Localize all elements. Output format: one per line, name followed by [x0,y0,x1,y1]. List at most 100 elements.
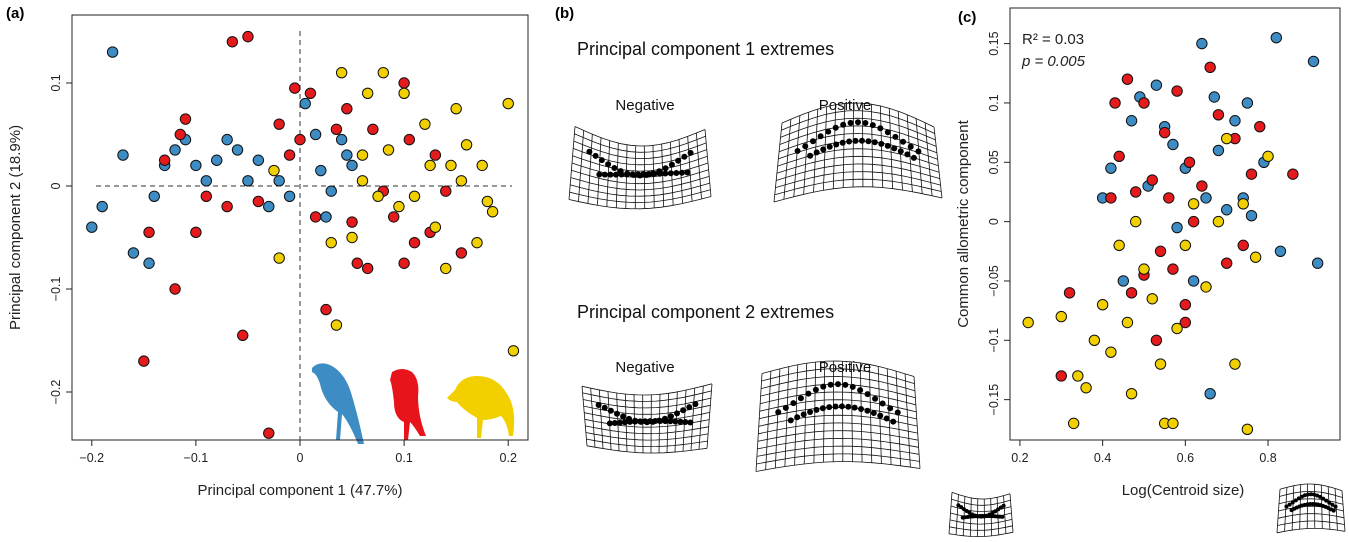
grid-line-illustration [760,392,916,405]
point [1168,139,1178,149]
x-axis-label: Principal component 1 (47.7%) [197,482,402,499]
landmark [840,140,846,146]
landmark [898,148,904,154]
point [1147,294,1157,304]
grid-line-illustration [1280,484,1342,491]
point [1180,300,1190,310]
landmark [679,170,685,176]
point [201,191,211,201]
landmark [862,120,868,126]
point [1221,258,1231,268]
landmark [685,170,691,176]
y-tick-label: −0.2 [49,380,63,405]
point [1056,371,1066,381]
grid-line-illustration [784,119,791,199]
annotation: p = 0.005 [1021,53,1086,70]
landmark [842,382,848,388]
landmark [611,165,617,171]
landmark [818,133,824,139]
point [399,88,409,98]
landmark [828,382,834,388]
point [1213,145,1223,155]
bird-red [390,369,426,440]
point [1213,216,1223,226]
point [1114,240,1124,250]
point [1180,240,1190,250]
point [342,150,352,160]
point [159,155,169,165]
point [383,145,393,155]
landmark [807,409,813,415]
point [1263,151,1273,161]
point [232,145,242,155]
landmark [795,148,801,154]
point [1197,181,1207,191]
landmark [872,139,878,145]
landmark [820,405,826,411]
point [456,176,466,186]
landmark [1334,505,1338,509]
landmark [890,419,896,425]
y-tick-label: −0.05 [987,265,1001,297]
point [118,150,128,160]
point [430,222,440,232]
landmark [788,417,794,423]
point [357,150,367,160]
point [212,155,222,165]
point [1246,210,1256,220]
landmark [807,153,813,159]
page: {"chart_data":[ {"type":"scatter","panel… [0,0,1349,542]
point [274,253,284,263]
point [1106,163,1116,173]
landmark [618,168,624,174]
point [1172,222,1182,232]
landmark [813,387,819,393]
landmark [624,171,630,177]
point [128,248,138,258]
landmark [892,134,898,140]
grid-line-illustration [758,431,918,442]
point [378,67,388,77]
landmark [687,419,693,425]
landmark [820,384,826,390]
point [1205,62,1215,72]
point [222,134,232,144]
grid-line-illustration [575,127,705,147]
grid-line-illustration [582,386,587,446]
landmark [790,400,796,406]
point [1126,389,1136,399]
landmark [605,161,611,167]
point [331,124,341,134]
landmark [878,141,884,147]
landmark [602,172,608,178]
grid-line-illustration [591,388,595,447]
point [1139,98,1149,108]
point [446,160,456,170]
point [456,248,466,258]
landmark [810,138,816,144]
point [1271,32,1281,42]
point [1114,151,1124,161]
landmark [846,139,852,145]
x-tick-label: 0.2 [500,451,517,465]
point [264,201,274,211]
landmark [895,409,901,415]
grid-line-illustration [1278,514,1344,519]
point [175,129,185,139]
x-tick-label: −0.1 [184,451,209,465]
landmark [833,141,839,147]
point [1122,74,1132,84]
point [368,124,378,134]
point [264,428,274,438]
landmark [904,151,910,157]
landmark [813,407,819,413]
point [1097,300,1107,310]
point [1201,282,1211,292]
landmark [891,145,897,151]
landmark [872,396,878,402]
point [441,186,451,196]
y-tick-label: −0.15 [987,384,1001,416]
point [1221,133,1231,143]
grid-line-illustration [757,446,919,456]
point [310,129,320,139]
